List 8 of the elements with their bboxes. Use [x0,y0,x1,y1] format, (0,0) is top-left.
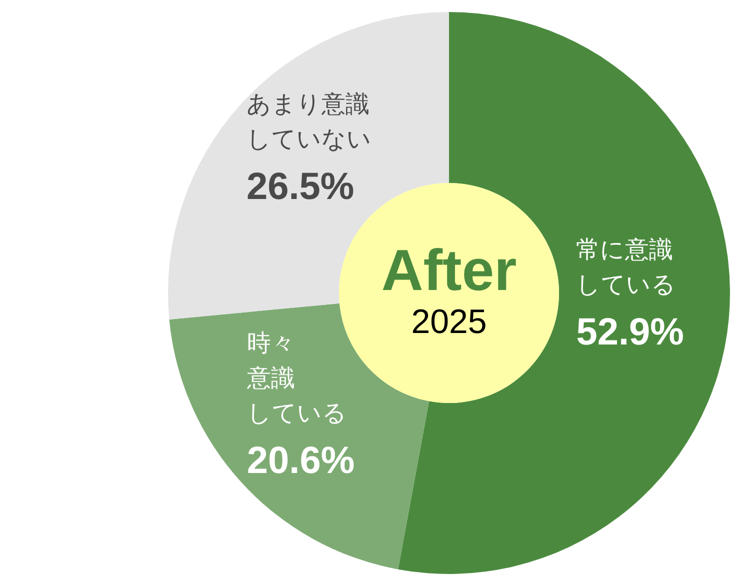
text: 2025 [411,303,487,341]
data-label: 20.6% [246,440,355,482]
slice-label: あまり意識していない [246,91,372,154]
text: After [381,238,517,303]
slice-label: 時々意識している [246,330,347,427]
data-label: 52.9% [576,311,684,354]
data-label: 26.5% [246,166,354,208]
slice-label: 常に意識している [576,236,676,298]
